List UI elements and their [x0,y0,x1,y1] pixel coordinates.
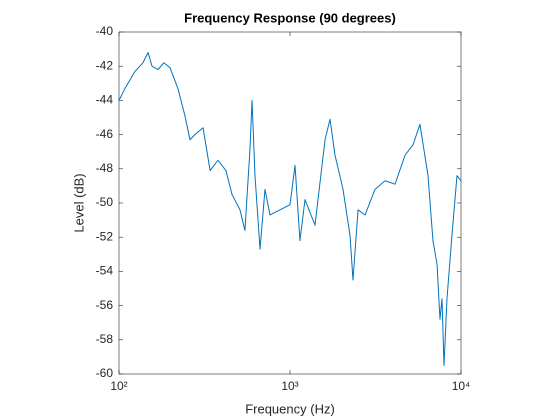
y-tick-label: -42 [96,58,114,72]
y-tick-label: -54 [96,264,114,278]
y-tick-label: -44 [96,93,114,107]
x-tick-label: 10⁴ [452,379,471,393]
chart-title: Frequency Response (90 degrees) [184,10,396,25]
x-axis-label: Frequency (Hz) [245,401,335,416]
y-tick-label: -40 [96,24,114,38]
y-tick-label: -52 [96,229,114,243]
y-tick-label: -50 [96,195,114,209]
y-tick-label: -56 [96,298,114,312]
y-tick-label: -58 [96,332,114,346]
x-tick-label: 10² [110,379,127,393]
y-tick-label: -46 [96,127,114,141]
data-line [118,52,462,366]
x-tick-label: 10³ [281,379,298,393]
y-axis-label: Level (dB) [71,173,86,232]
y-tick-label: -60 [96,366,114,380]
y-tick-label: -48 [96,161,114,175]
